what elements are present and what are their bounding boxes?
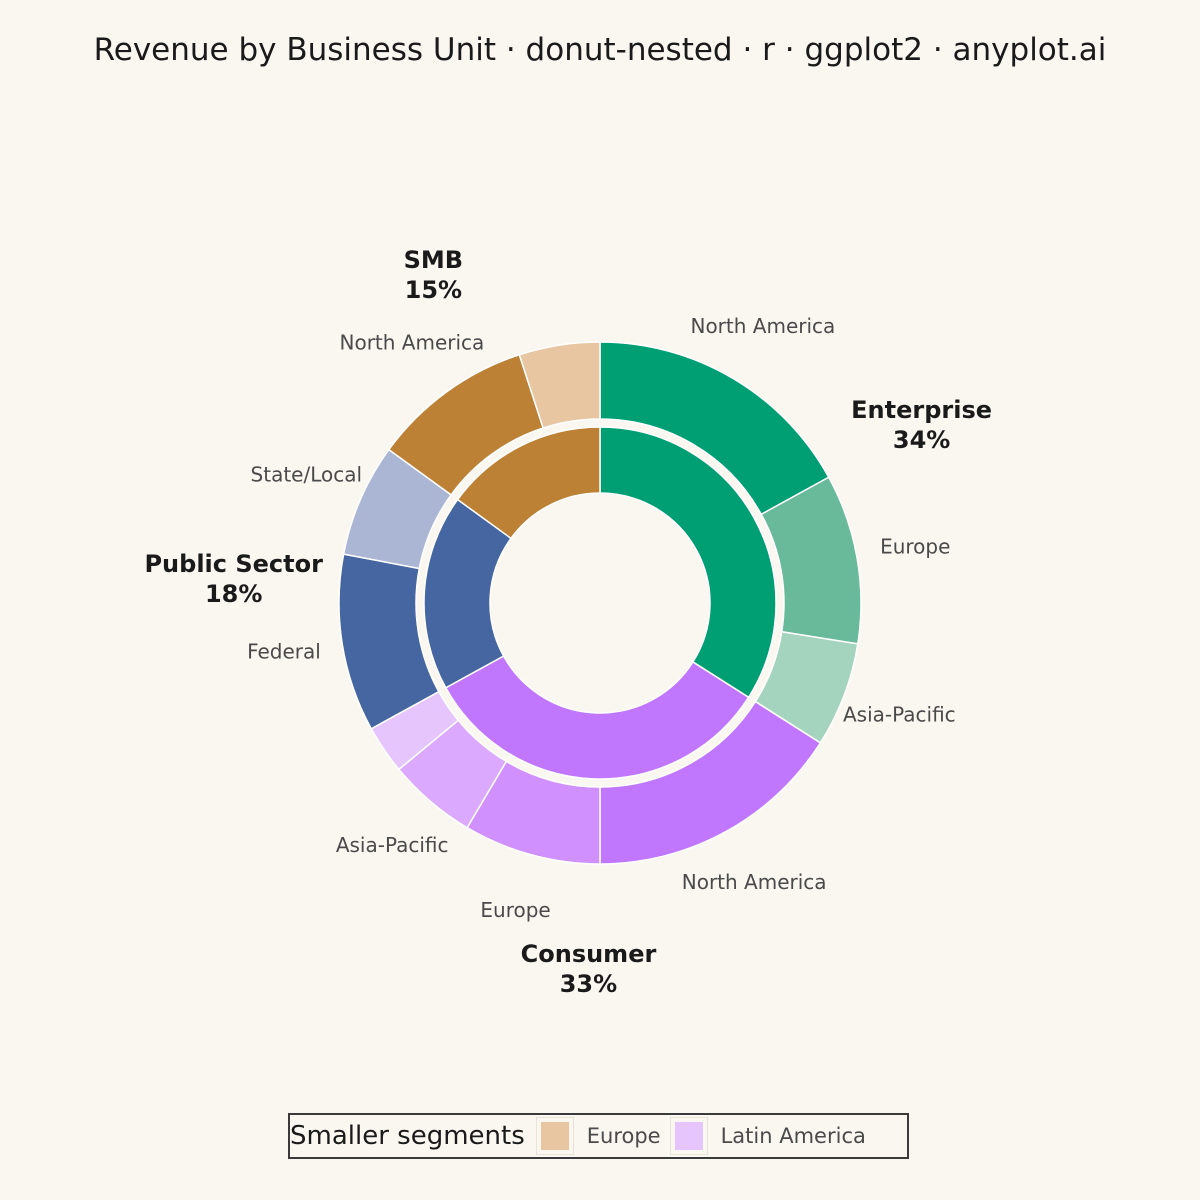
outer-label-consumer-europe: Europe	[480, 898, 550, 922]
legend-key-europe	[535, 1117, 574, 1155]
outer-label-enterprise-europe: Europe	[880, 534, 950, 558]
outer-label-enterprise-asia-pacific: Asia-Pacific	[843, 703, 956, 727]
legend-label-latin-america: Latin America	[720, 1124, 866, 1148]
inner-slice-smb	[456, 426, 601, 540]
chart-title: Revenue by Business Unit · donut-nested …	[93, 32, 1107, 68]
outer-label-public-sector-federal: Federal	[247, 640, 321, 664]
outer-label-enterprise-north-america: North America	[690, 314, 835, 338]
outer-label-consumer-north-america: North America	[682, 870, 827, 894]
legend-item-europe: Europe	[535, 1117, 661, 1155]
legend-title: Smaller segments	[290, 1121, 525, 1151]
legend-label-europe: Europe	[586, 1124, 661, 1148]
outer-label-public-sector-state-local: State/Local	[251, 462, 363, 486]
inner-label-enterprise: Enterprise 34%	[851, 396, 992, 454]
outer-slice-smb-europe	[518, 341, 601, 429]
inner-label-smb: SMB 15%	[404, 246, 463, 304]
outer-label-smb-north-america: North America	[340, 331, 485, 355]
legend-item-latin-america: Latin America	[669, 1117, 866, 1155]
legend: Smaller segments Europe Latin America	[288, 1113, 909, 1159]
donut-chart: North America Europe Asia-Pacific North Ame…	[144, 246, 992, 998]
inner-slice-enterprise	[599, 426, 777, 699]
outer-label-consumer-asia-pacific: Asia-Pacific	[336, 833, 449, 857]
inner-label-public-sector: Public Sector 18%	[144, 550, 323, 608]
legend-key-latin-america	[669, 1117, 708, 1155]
inner-label-consumer: Consumer 33%	[521, 940, 657, 998]
inner-slice-consumer	[444, 654, 750, 780]
